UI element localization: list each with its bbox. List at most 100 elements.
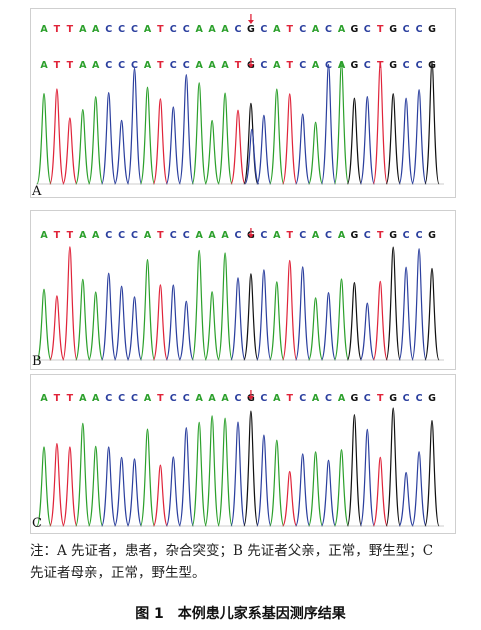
base-call: C <box>416 24 423 35</box>
base-call: G <box>428 393 436 404</box>
trace-peak <box>372 456 388 527</box>
trace-peak <box>75 108 91 185</box>
base-call: G <box>389 393 397 404</box>
base-call: C <box>299 60 306 71</box>
base-call: G <box>350 230 358 241</box>
trace-peak <box>411 451 427 527</box>
trace-peak <box>178 427 194 527</box>
base-call: C <box>118 393 125 404</box>
base-call: T <box>54 24 61 35</box>
base-call: G <box>389 24 397 35</box>
trace-peak <box>307 121 324 185</box>
base-call: A <box>40 230 48 241</box>
base-call: C <box>325 60 332 71</box>
base-call: A <box>312 60 320 71</box>
trace-peak <box>424 267 440 361</box>
panel-frame <box>30 210 456 370</box>
trace-peak <box>88 445 104 527</box>
base-call: T <box>157 60 164 71</box>
trace-peak <box>424 61 440 185</box>
figure-caption: 注：A 先证者，患者，杂合突变；B 先证者父亲，正常，野生型；C 先证者母亲，正… <box>30 540 450 584</box>
trace-peak <box>295 113 311 185</box>
trace-peak <box>204 415 220 527</box>
trace-group <box>36 61 440 185</box>
trace-peak <box>359 428 375 527</box>
base-call: G <box>350 24 358 35</box>
base-call: A <box>92 24 100 35</box>
trace-peak <box>333 61 350 185</box>
base-call: A <box>312 230 320 241</box>
trace-peak <box>256 434 272 527</box>
base-call: C <box>299 24 306 35</box>
base-call: C <box>131 60 138 71</box>
base-call: T <box>377 24 384 35</box>
base-call: C <box>235 230 242 241</box>
mutation-arrowhead <box>247 396 254 400</box>
panel-frame <box>30 374 456 534</box>
base-call: C <box>183 393 190 404</box>
base-call: A <box>144 24 152 35</box>
base-call: A <box>208 393 216 404</box>
base-call: C <box>131 393 138 404</box>
base-call: G <box>389 60 397 71</box>
base-call: T <box>377 230 384 241</box>
base-call: C <box>235 393 242 404</box>
base-call: C <box>403 24 410 35</box>
trace-peak <box>424 419 440 527</box>
base-call: A <box>144 230 152 241</box>
trace-peak <box>152 284 169 361</box>
trace-peak <box>385 407 401 527</box>
base-call: T <box>67 60 74 71</box>
base-call: A <box>338 393 346 404</box>
chromatogram-a: A T T A A C C C A T C C A A A C G C A T C A C A G C T G C C GA T T A A C C C A… <box>30 8 456 198</box>
trace-peak <box>385 93 401 185</box>
base-call: A <box>196 24 204 35</box>
base-call: C <box>131 230 138 241</box>
trace-peak <box>307 451 324 527</box>
trace-peak <box>295 266 311 361</box>
base-call: T <box>67 24 74 35</box>
base-call: C <box>299 393 306 404</box>
base-call: C <box>403 230 410 241</box>
base-call: A <box>79 60 87 71</box>
base-call: C <box>299 230 306 241</box>
trace-peak <box>217 252 233 361</box>
trace-peak <box>243 410 259 527</box>
trace-peak <box>230 109 246 185</box>
trace-peak <box>244 128 260 185</box>
caption-note: 注：A 先证者，患者，杂合突变；B 先证者父亲，正常，野生型；C 先证者母亲，正… <box>30 543 434 581</box>
trace-peak <box>178 74 194 185</box>
trace-peak <box>165 456 181 527</box>
base-call: A <box>79 230 87 241</box>
base-call: C <box>183 24 190 35</box>
trace-peak <box>62 117 78 185</box>
trace-peak <box>372 280 388 361</box>
trace-peak <box>243 273 259 361</box>
trace-peak <box>320 291 337 361</box>
base-call: C <box>105 24 112 35</box>
base-call: A <box>40 60 48 71</box>
base-call: A <box>312 393 320 404</box>
trace-peak <box>62 446 78 527</box>
trace-peak <box>269 281 285 361</box>
base-call: A <box>208 230 216 241</box>
base-call: C <box>131 24 138 35</box>
trace-peak <box>269 88 285 185</box>
trace-peak <box>411 248 427 361</box>
base-call: A <box>40 24 48 35</box>
base-call: C <box>183 230 190 241</box>
base-call: A <box>273 230 281 241</box>
base-call: C <box>403 393 410 404</box>
trace-peak <box>126 296 143 361</box>
base-call: C <box>364 60 371 71</box>
base-call: C <box>416 230 423 241</box>
trace-peak <box>139 258 156 361</box>
base-call: T <box>377 393 384 404</box>
trace-peak <box>385 246 401 361</box>
trace-peak <box>320 63 337 185</box>
trace-peak <box>282 93 298 185</box>
base-call: C <box>105 393 112 404</box>
